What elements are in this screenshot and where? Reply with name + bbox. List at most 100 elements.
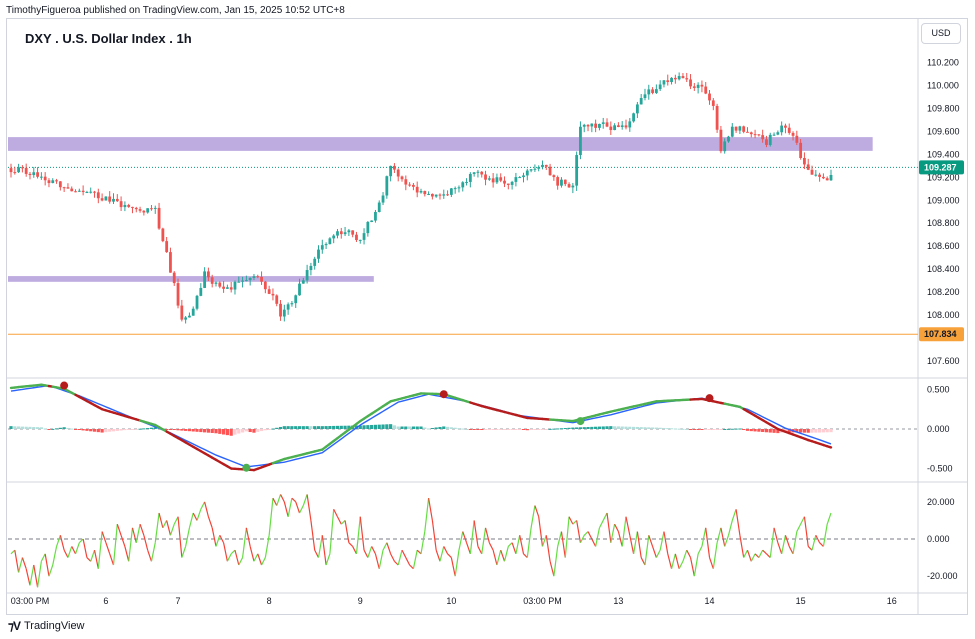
candle-body — [153, 207, 157, 209]
candle-body — [85, 192, 89, 194]
candle-body — [427, 193, 430, 195]
oscillator-segment — [712, 542, 718, 569]
candle-body — [301, 280, 305, 284]
macd-histogram-bar — [707, 429, 712, 430]
oscillator-segment — [93, 550, 99, 569]
candle-body — [434, 194, 438, 197]
macd-histogram-bar — [669, 428, 674, 430]
candle-body — [689, 79, 692, 87]
oscillator-segment — [443, 546, 449, 555]
last-price-badge — [919, 160, 964, 175]
candle-body — [127, 205, 131, 207]
candle-body — [601, 122, 605, 124]
candle-body — [491, 178, 495, 183]
macd-histogram-bar — [58, 427, 62, 429]
candle-body — [96, 192, 100, 199]
macd-histogram-bar — [35, 427, 40, 429]
macd-histogram-bar — [214, 429, 218, 434]
macd-histogram-bar — [32, 427, 36, 429]
macd-histogram-bar — [309, 426, 313, 429]
candle-body — [506, 183, 510, 185]
macd-histogram-bar — [411, 426, 416, 429]
price-tick-label: 109.000 — [927, 195, 960, 205]
oscillator-segment — [784, 535, 790, 547]
oscillator-segment — [131, 527, 137, 543]
macd-histogram-bar — [77, 429, 81, 430]
price-tick-label: 108.200 — [927, 287, 960, 297]
oscillator-segment — [773, 527, 779, 543]
grid-layer — [7, 18, 968, 615]
macd-histogram-bar — [305, 426, 309, 429]
candle-body — [768, 134, 772, 145]
oscillator-segment — [124, 546, 130, 562]
macd-histogram-bar — [13, 426, 17, 429]
macd-histogram-bar — [628, 426, 632, 429]
candle-body — [529, 169, 533, 171]
candle-body — [715, 105, 719, 130]
oscillator-segment — [598, 520, 604, 529]
candle-body — [62, 187, 66, 189]
oscillator-segment — [591, 538, 597, 547]
candle-body — [635, 104, 639, 114]
candle-body — [746, 131, 749, 133]
macd-histogram-bar — [806, 429, 810, 433]
candle-body — [765, 139, 768, 145]
macd-histogram-bar — [491, 429, 495, 430]
axis-layer: 110.200 110.000 109.800 109.600 109.400 109.2… — [11, 57, 964, 606]
oscillator-segment — [234, 549, 240, 566]
candle-body — [552, 175, 556, 178]
candle-body — [624, 125, 628, 128]
candle-body — [343, 232, 347, 235]
macd-histogram-bar — [370, 424, 374, 429]
candle-body — [472, 172, 476, 174]
macd-histogram-bar — [278, 426, 283, 429]
oscillator-segment — [682, 549, 688, 562]
symbol-title[interactable]: DXY . U.S. Dollar Index . 1h — [25, 31, 192, 46]
oscillator-segment — [617, 531, 623, 547]
macd-histogram-bar — [343, 425, 347, 429]
candle-body — [66, 187, 70, 189]
macd-histogram-bar — [685, 429, 689, 430]
candle-body — [263, 281, 267, 290]
macd-histogram-bar — [571, 427, 575, 429]
candle-body — [267, 289, 271, 294]
macd-histogram-bar — [187, 429, 192, 432]
candle-body — [408, 184, 412, 186]
candle-body — [730, 126, 734, 137]
oscillator-segment — [541, 535, 547, 547]
oscillator-segment — [177, 516, 183, 558]
candle-body — [74, 191, 77, 193]
currency-button[interactable]: USD — [921, 23, 961, 44]
oscillator-segment — [553, 546, 559, 577]
candle-body — [605, 122, 609, 127]
candle-body — [13, 172, 17, 174]
candle-body — [590, 123, 594, 127]
oscillator-segment — [458, 531, 464, 551]
oscillator-segment — [143, 535, 149, 551]
tradingview-logo[interactable]: ⁊V TradingView — [8, 619, 85, 633]
candle-body — [468, 173, 472, 182]
oscillator-segment — [462, 531, 468, 543]
oscillator-segment — [162, 520, 168, 529]
oscillator-segment — [515, 535, 521, 554]
macd-histogram-bar — [119, 429, 123, 431]
candle-body — [761, 135, 765, 140]
macd-histogram-bar — [92, 429, 97, 432]
oscillator-layer — [8, 494, 918, 588]
oscillator-segment — [777, 542, 783, 555]
oscillator-segment — [507, 542, 513, 547]
macd-histogram-bar — [445, 426, 450, 429]
oscillator-segment — [382, 542, 388, 551]
macd-histogram-bar — [96, 429, 100, 433]
macd-histogram-bar — [601, 426, 605, 429]
oscillator-segment — [226, 553, 232, 562]
candle-body — [704, 86, 708, 94]
candle-body — [123, 205, 127, 208]
macd-histogram-bar — [142, 428, 146, 430]
macd-histogram-bar — [176, 429, 180, 431]
oscillator-segment — [428, 498, 433, 521]
cross-marker-down — [60, 381, 69, 390]
macd-histogram-bar — [362, 425, 366, 429]
oscillator-segment — [633, 531, 638, 554]
